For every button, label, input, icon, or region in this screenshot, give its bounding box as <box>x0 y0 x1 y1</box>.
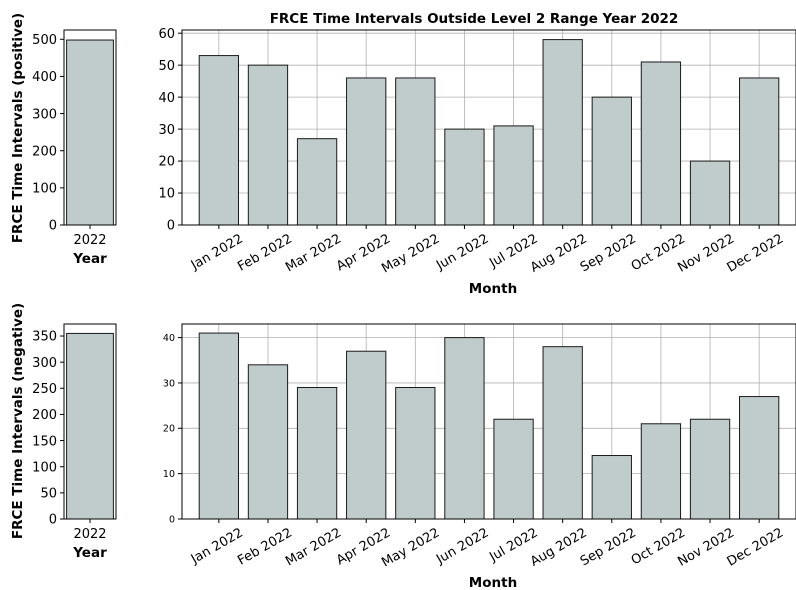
y-tick-label: 0 <box>49 219 57 234</box>
y-tick-label: 10 <box>163 469 175 480</box>
bar-2022 <box>66 39 114 226</box>
bar-apr-2022 <box>346 350 387 520</box>
y-tick-label: 150 <box>32 434 57 449</box>
bar-jan-2022 <box>198 332 239 520</box>
y-tick-label: 100 <box>32 182 57 197</box>
x-tick-label: Jan 2022 <box>188 231 246 273</box>
y-tick-label: 100 <box>32 460 57 475</box>
bar-jan-2022 <box>198 55 239 226</box>
bar-feb-2022 <box>247 364 289 520</box>
x-tick-label: Sep 2022 <box>578 231 639 275</box>
x-tick-label: 2022 <box>73 527 106 542</box>
x-tick-label: Jan 2022 <box>188 525 246 567</box>
panel-positive-year: 0 100 200 300 400 500 2022 Year FRCE Time Interv… <box>10 13 117 267</box>
y-tick-label: 20 <box>158 155 175 170</box>
x-tick-label: Aug 2022 <box>528 525 590 569</box>
bar-may-2022 <box>395 77 436 226</box>
x-tick-label: Jun 2022 <box>433 231 491 273</box>
y-tick-label: 50 <box>40 487 57 502</box>
y-tick-label: 0 <box>169 514 175 525</box>
bar-nov-2022 <box>689 160 731 226</box>
bar-jul-2022 <box>493 125 534 226</box>
y-tick-label: 300 <box>32 356 57 371</box>
x-axis-label: Year <box>72 545 107 561</box>
y-tick-label: 50 <box>158 59 175 74</box>
bar-dec-2022 <box>739 396 780 520</box>
y-tick-label: 30 <box>158 123 175 138</box>
bar-mar-2022 <box>296 138 338 226</box>
x-tick-label: Sep 2022 <box>578 525 639 569</box>
y-tick-label: 20 <box>163 424 175 435</box>
y-axis-label: FRCE Time Intervals (positive) <box>10 13 26 243</box>
bar-aug-2022 <box>542 39 583 226</box>
bar-mar-2022 <box>296 386 338 520</box>
bar-jun-2022 <box>444 337 485 520</box>
y-tick-label: 400 <box>32 70 57 85</box>
bar-oct-2022 <box>640 61 682 226</box>
y-tick-label: 200 <box>32 408 57 423</box>
y-tick-label: 40 <box>163 333 175 344</box>
x-tick-label: 2022 <box>73 233 106 248</box>
y-tick-label: 30 <box>163 378 175 389</box>
y-tick-label: 300 <box>32 107 57 122</box>
bar-sep-2022 <box>591 96 632 226</box>
bar-oct-2022 <box>640 423 682 520</box>
x-tick-label: Dec 2022 <box>725 525 787 569</box>
bar-apr-2022 <box>346 77 387 226</box>
x-axis-label: Month <box>469 281 517 297</box>
y-tick-label: 60 <box>158 27 175 42</box>
bar-2022 <box>66 332 114 520</box>
bar-dec-2022 <box>739 77 780 226</box>
bar-jul-2022 <box>493 418 534 520</box>
panel-negative-year: 0 50 100 150 200 250 300 350 2022 Year FRCE Time I… <box>10 303 117 561</box>
y-tick-label: 0 <box>167 219 175 234</box>
y-tick-label: 0 <box>49 513 57 528</box>
y-axis-label: FRCE Time Intervals (negative) <box>10 303 26 539</box>
x-tick-label: Jun 2022 <box>433 525 491 567</box>
x-tick-label: Mar 2022 <box>283 525 344 569</box>
y-tick-label: 200 <box>32 144 57 159</box>
y-tick-label: 350 <box>32 330 57 345</box>
y-tick-label: 40 <box>158 91 175 106</box>
x-tick-label: Mar 2022 <box>283 231 344 275</box>
y-tick-label: 500 <box>32 33 57 48</box>
y-tick-label: 250 <box>32 382 57 397</box>
x-tick-label: Dec 2022 <box>725 231 787 275</box>
bar-jun-2022 <box>444 128 485 226</box>
plot-frame <box>181 323 796 520</box>
bar-may-2022 <box>395 386 436 520</box>
plot-frame <box>181 29 796 226</box>
bar-feb-2022 <box>247 64 289 226</box>
y-tick-label: 10 <box>158 187 175 202</box>
bar-sep-2022 <box>591 455 632 520</box>
chart-title: FRCE Time Intervals Outside Level 2 Rang… <box>270 11 679 27</box>
bar-nov-2022 <box>689 418 731 520</box>
x-axis-label: Month <box>469 575 517 590</box>
bar-aug-2022 <box>542 346 583 520</box>
x-axis-label: Year <box>72 251 107 267</box>
x-tick-label: Aug 2022 <box>528 231 590 275</box>
